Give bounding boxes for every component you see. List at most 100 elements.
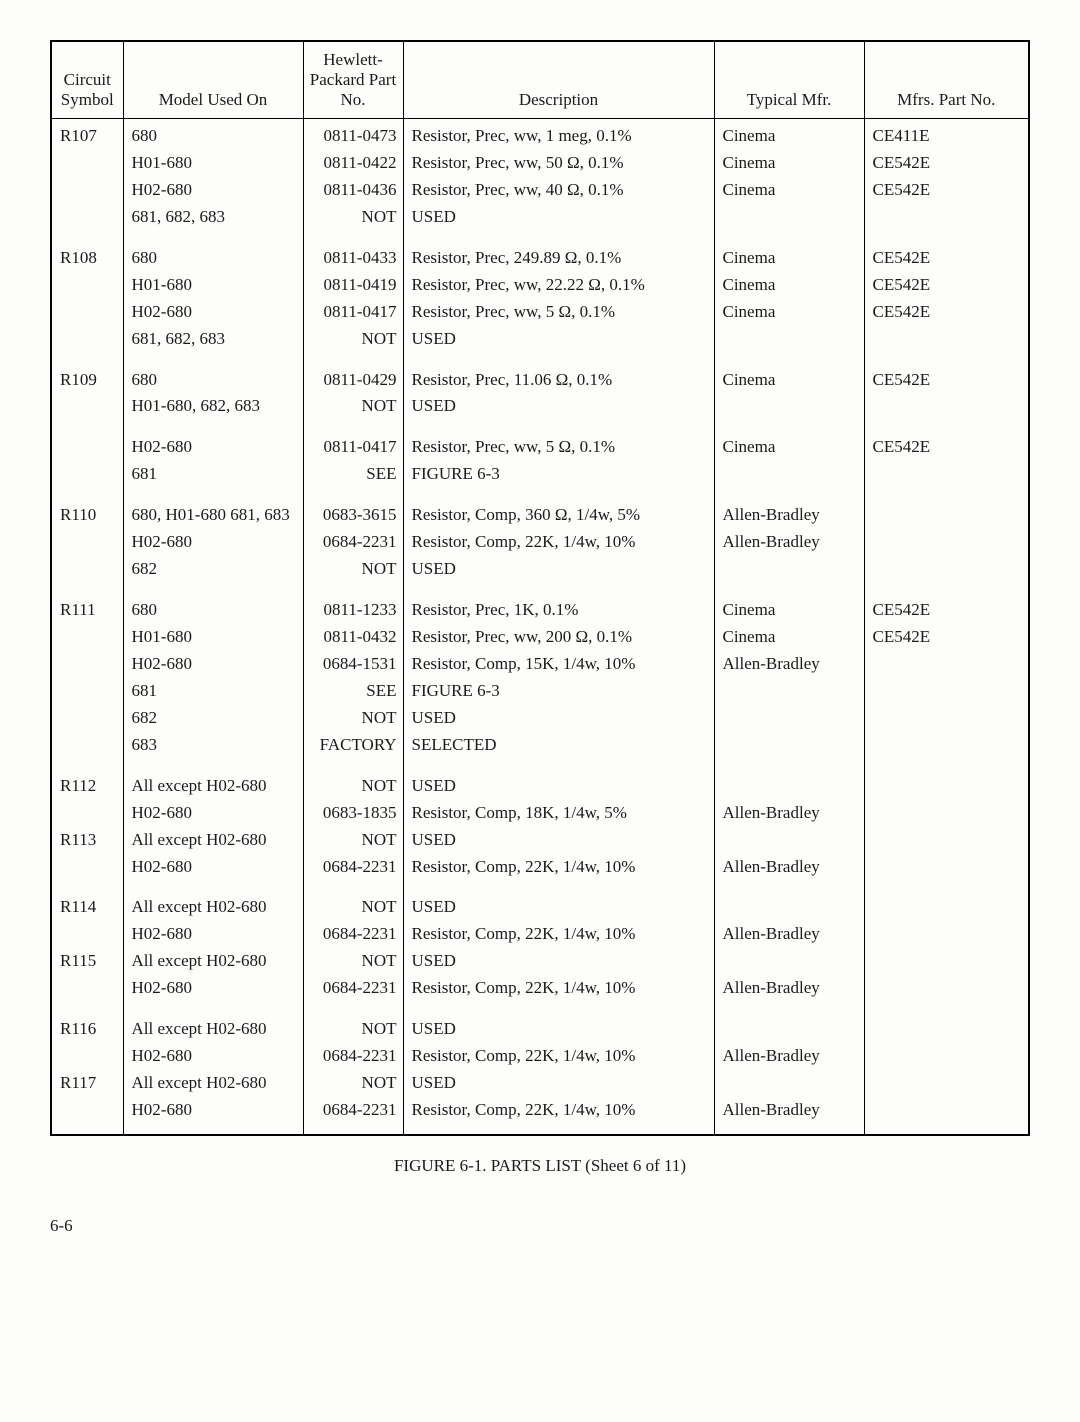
cell-description: USED — [403, 705, 714, 732]
cell-mfr — [714, 827, 864, 854]
cell-model: H02-680 — [123, 529, 303, 556]
cell-model: 680 — [123, 119, 303, 150]
table-row: H02-6800684-2231Resistor, Comp, 22K, 1/4… — [51, 1097, 1029, 1135]
cell-model: H02-680 — [123, 854, 303, 881]
cell-circuit-symbol — [51, 272, 123, 299]
cell-model: H02-680 — [123, 975, 303, 1002]
table-row — [51, 583, 1029, 597]
cell-part-no: FACTORY — [303, 732, 403, 759]
cell-description: Resistor, Comp, 22K, 1/4w, 10% — [403, 1043, 714, 1070]
cell-mfr: Allen-Bradley — [714, 921, 864, 948]
cell-model: 680 — [123, 367, 303, 394]
table-row: H02-6800811-0436Resistor, Prec, ww, 40 Ω… — [51, 177, 1029, 204]
cell-mfr-part-no: CE411E — [864, 119, 1029, 150]
table-row — [51, 353, 1029, 367]
cell-circuit-symbol — [51, 177, 123, 204]
cell-mfr: Allen-Bradley — [714, 800, 864, 827]
cell-model: H02-680 — [123, 177, 303, 204]
cell-part-no: 0684-2231 — [303, 1043, 403, 1070]
cell-mfr-part-no — [864, 975, 1029, 1002]
cell-mfr-part-no — [864, 502, 1029, 529]
cell-mfr — [714, 1016, 864, 1043]
cell-description: Resistor, Prec, ww, 5 Ω, 0.1% — [403, 434, 714, 461]
table-row: R115All except H02-680NOTUSED — [51, 948, 1029, 975]
cell-mfr-part-no — [864, 921, 1029, 948]
cell-description: Resistor, Prec, ww, 5 Ω, 0.1% — [403, 299, 714, 326]
cell-description: USED — [403, 1016, 714, 1043]
table-row: R1076800811-0473Resistor, Prec, ww, 1 me… — [51, 119, 1029, 150]
cell-mfr-part-no — [864, 705, 1029, 732]
cell-mfr-part-no: CE542E — [864, 177, 1029, 204]
cell-mfr-part-no — [864, 651, 1029, 678]
cell-mfr-part-no — [864, 1043, 1029, 1070]
cell-part-no: 0811-0473 — [303, 119, 403, 150]
cell-model: 682 — [123, 556, 303, 583]
cell-mfr — [714, 773, 864, 800]
cell-model: 680 — [123, 597, 303, 624]
cell-part-no: 0811-0422 — [303, 150, 403, 177]
table-row: 682NOTUSED — [51, 556, 1029, 583]
cell-circuit-symbol — [51, 204, 123, 231]
table-row: 681SEEFIGURE 6-3 — [51, 461, 1029, 488]
cell-description: Resistor, Prec, ww, 22.22 Ω, 0.1% — [403, 272, 714, 299]
cell-model: H02-680 — [123, 299, 303, 326]
cell-circuit-symbol: R109 — [51, 367, 123, 394]
cell-circuit-symbol — [51, 556, 123, 583]
cell-part-no: NOT — [303, 1070, 403, 1097]
cell-description: USED — [403, 948, 714, 975]
cell-mfr — [714, 556, 864, 583]
cell-mfr-part-no: CE542E — [864, 597, 1029, 624]
cell-description: Resistor, Prec, 11.06 Ω, 0.1% — [403, 367, 714, 394]
cell-mfr-part-no — [864, 556, 1029, 583]
cell-mfr-part-no — [864, 678, 1029, 705]
cell-description: USED — [403, 827, 714, 854]
cell-mfr-part-no — [864, 326, 1029, 353]
cell-description: USED — [403, 894, 714, 921]
cell-circuit-symbol — [51, 326, 123, 353]
table-row — [51, 759, 1029, 773]
cell-mfr — [714, 678, 864, 705]
cell-mfr: Cinema — [714, 177, 864, 204]
cell-part-no: 0811-0433 — [303, 245, 403, 272]
cell-mfr-part-no — [864, 854, 1029, 881]
table-header-row: Circuit Symbol Model Used On Hewlett- Pa… — [51, 41, 1029, 119]
cell-mfr: Cinema — [714, 597, 864, 624]
cell-part-no: 0811-0419 — [303, 272, 403, 299]
cell-circuit-symbol — [51, 150, 123, 177]
table-row — [51, 1002, 1029, 1016]
cell-description: Resistor, Comp, 22K, 1/4w, 10% — [403, 529, 714, 556]
cell-circuit-symbol: R108 — [51, 245, 123, 272]
cell-model: 682 — [123, 705, 303, 732]
cell-mfr: Allen-Bradley — [714, 1097, 864, 1135]
cell-model: 681, 682, 683 — [123, 326, 303, 353]
table-row: H02-6800811-0417Resistor, Prec, ww, 5 Ω,… — [51, 299, 1029, 326]
cell-mfr: Cinema — [714, 434, 864, 461]
cell-mfr-part-no — [864, 393, 1029, 420]
cell-circuit-symbol — [51, 624, 123, 651]
cell-description: Resistor, Comp, 22K, 1/4w, 10% — [403, 921, 714, 948]
cell-description: USED — [403, 1070, 714, 1097]
cell-mfr-part-no — [864, 529, 1029, 556]
cell-part-no: 0683-3615 — [303, 502, 403, 529]
table-row: H02-6800684-2231Resistor, Comp, 22K, 1/4… — [51, 975, 1029, 1002]
cell-circuit-symbol: R115 — [51, 948, 123, 975]
cell-description: Resistor, Comp, 360 Ω, 1/4w, 5% — [403, 502, 714, 529]
cell-description: Resistor, Comp, 22K, 1/4w, 10% — [403, 854, 714, 881]
table-row: H02-6800684-2231Resistor, Comp, 22K, 1/4… — [51, 1043, 1029, 1070]
table-row: R1086800811-0433Resistor, Prec, 249.89 Ω… — [51, 245, 1029, 272]
cell-circuit-symbol: R117 — [51, 1070, 123, 1097]
cell-mfr: Allen-Bradley — [714, 1043, 864, 1070]
table-row: 681SEEFIGURE 6-3 — [51, 678, 1029, 705]
cell-mfr-part-no: CE542E — [864, 434, 1029, 461]
cell-mfr — [714, 948, 864, 975]
cell-part-no: 0683-1835 — [303, 800, 403, 827]
table-row: R114All except H02-680NOTUSED — [51, 894, 1029, 921]
cell-description: Resistor, Prec, ww, 200 Ω, 0.1% — [403, 624, 714, 651]
figure-caption: FIGURE 6-1. PARTS LIST (Sheet 6 of 11) — [50, 1156, 1030, 1176]
cell-model: All except H02-680 — [123, 948, 303, 975]
cell-model: All except H02-680 — [123, 773, 303, 800]
cell-part-no: 0811-0417 — [303, 434, 403, 461]
cell-mfr-part-no — [864, 461, 1029, 488]
table-row: 681, 682, 683NOTUSED — [51, 326, 1029, 353]
cell-mfr — [714, 732, 864, 759]
